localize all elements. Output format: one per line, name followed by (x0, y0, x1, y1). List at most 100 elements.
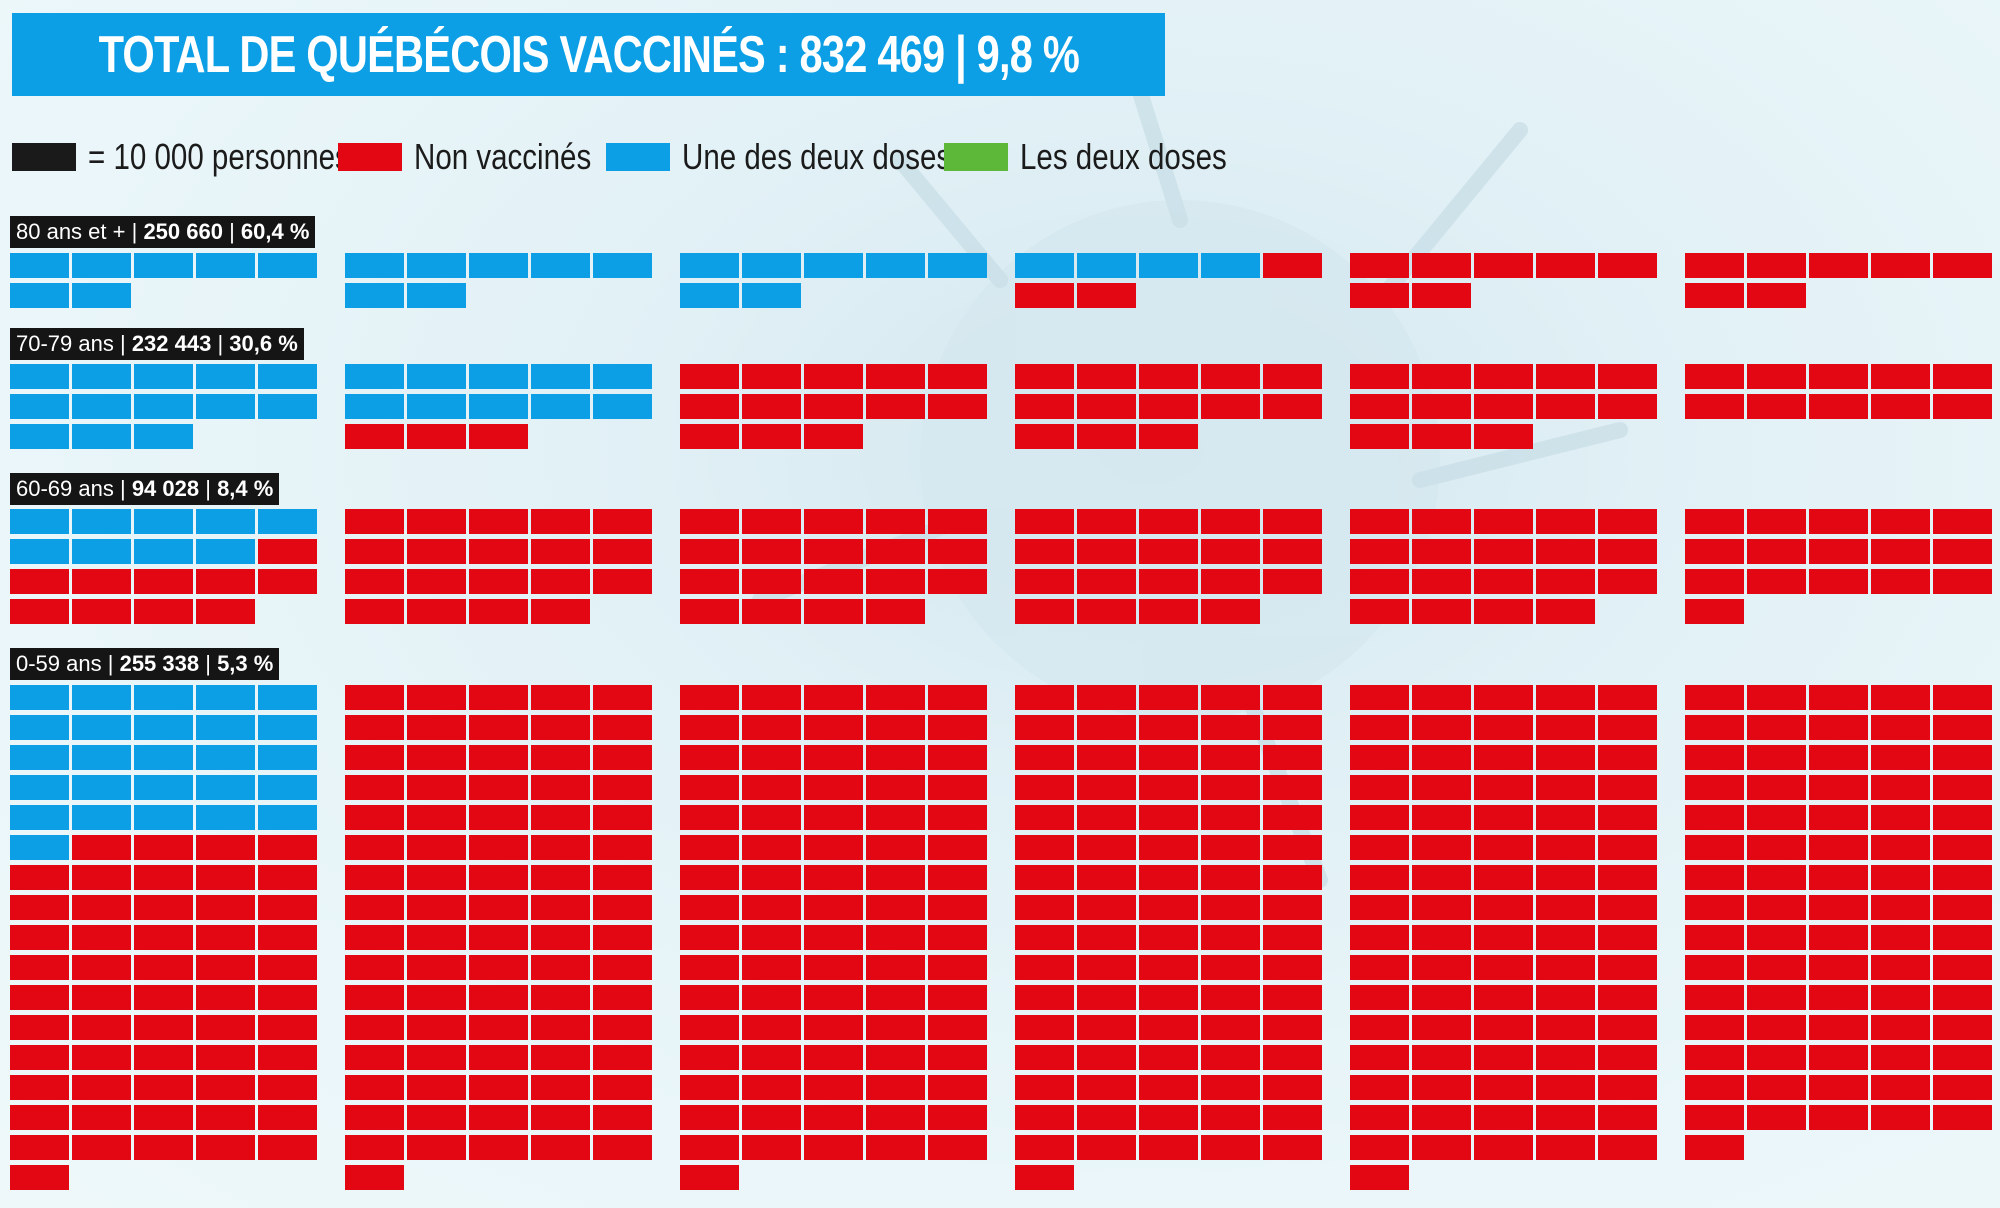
waffle-square-unvaccinated (928, 569, 987, 594)
waffle-square-unvaccinated (531, 865, 590, 890)
waffle-square-one-dose (10, 685, 69, 710)
waffle-square-unvaccinated (866, 955, 925, 980)
waffle-square-unvaccinated (407, 539, 466, 564)
waffle-square-unvaccinated (1201, 364, 1260, 389)
waffle-square-unvaccinated (593, 685, 652, 710)
waffle-square-unvaccinated (1350, 364, 1409, 389)
waffle-square-unvaccinated (1077, 1015, 1136, 1040)
waffle-square-unvaccinated (1536, 685, 1595, 710)
waffle-square-unvaccinated (1536, 985, 1595, 1010)
waffle-square-unvaccinated (72, 925, 131, 950)
waffle-square-unvaccinated (804, 539, 863, 564)
waffle-square-unvaccinated (1474, 985, 1533, 1010)
waffle-square-unvaccinated (72, 835, 131, 860)
waffle-square-unvaccinated (1933, 1045, 1992, 1070)
group-label-60-69: 60-69 ans | 94 028 | 8,4 % (10, 473, 280, 505)
waffle-square-unvaccinated (1747, 1045, 1806, 1070)
waffle-square-one-dose (196, 539, 255, 564)
waffle-square-unvaccinated (1871, 925, 1930, 950)
waffle-square-unvaccinated (1015, 865, 1074, 890)
waffle-square-unvaccinated (1412, 775, 1471, 800)
waffle-square-unvaccinated (1015, 805, 1074, 830)
waffle-square-unvaccinated (1536, 1045, 1595, 1070)
waffle-square-unvaccinated (804, 925, 863, 950)
waffle-square-unvaccinated (804, 835, 863, 860)
waffle-square-unvaccinated (1263, 394, 1322, 419)
waffle-square-unvaccinated (1350, 985, 1409, 1010)
waffle-square-unvaccinated (1598, 394, 1657, 419)
legend-item-unvaccinated: Non vaccinés (338, 133, 630, 181)
waffle-square-unvaccinated (1263, 895, 1322, 920)
waffle-square-unvaccinated (1015, 394, 1074, 419)
waffle-square-one-dose (742, 253, 801, 278)
waffle-square-unvaccinated (258, 835, 317, 860)
waffle-square-unvaccinated (1933, 1075, 1992, 1100)
waffle-square-unvaccinated (1685, 599, 1744, 624)
waffle-square-unvaccinated (928, 394, 987, 419)
waffle-square-unvaccinated (866, 805, 925, 830)
waffle-square-unvaccinated (1536, 539, 1595, 564)
waffle-square-unvaccinated (1933, 955, 1992, 980)
waffle-square-unvaccinated (1747, 715, 1806, 740)
waffle-square-one-dose (134, 775, 193, 800)
waffle-square-unvaccinated (1598, 955, 1657, 980)
waffle-square-unvaccinated (680, 1015, 739, 1040)
waffle-square-unvaccinated (1747, 509, 1806, 534)
waffle-square-unvaccinated (742, 685, 801, 710)
waffle-square-unvaccinated (1598, 985, 1657, 1010)
waffle-square-unvaccinated (1933, 715, 1992, 740)
waffle-square-unvaccinated (928, 925, 987, 950)
waffle-square-unvaccinated (1536, 925, 1595, 950)
waffle-square-unvaccinated (1015, 599, 1074, 624)
waffle-square-unvaccinated (407, 509, 466, 534)
waffle-square-unvaccinated (531, 1135, 590, 1160)
waffle-square-unvaccinated (1933, 253, 1992, 278)
waffle-square-unvaccinated (1536, 1135, 1595, 1160)
waffle-square-unvaccinated (1412, 424, 1471, 449)
waffle-square-unvaccinated (593, 569, 652, 594)
waffle-square-unvaccinated (1412, 1015, 1471, 1040)
waffle-square-unvaccinated (593, 539, 652, 564)
waffle-square-unvaccinated (1201, 805, 1260, 830)
waffle-square-unvaccinated (1933, 394, 1992, 419)
waffle-square-unvaccinated (1201, 599, 1260, 624)
waffle-square-unvaccinated (134, 1075, 193, 1100)
waffle-square-unvaccinated (680, 599, 739, 624)
waffle-square-unvaccinated (1350, 424, 1409, 449)
waffle-square-unvaccinated (804, 1015, 863, 1040)
waffle-square-unvaccinated (593, 1135, 652, 1160)
waffle-square-unvaccinated (1536, 895, 1595, 920)
waffle-square-one-dose (72, 253, 131, 278)
waffle-square-unvaccinated (345, 775, 404, 800)
waffle-square-unvaccinated (1809, 685, 1868, 710)
waffle-square-unvaccinated (1809, 1015, 1868, 1040)
waffle-square-unvaccinated (1871, 715, 1930, 740)
waffle-square-unvaccinated (866, 745, 925, 770)
waffle-square-unvaccinated (1077, 283, 1136, 308)
waffle-square-unvaccinated (345, 509, 404, 534)
waffle-square-one-dose (928, 253, 987, 278)
waffle-square-unvaccinated (680, 1135, 739, 1160)
waffle-square-unvaccinated (1685, 895, 1744, 920)
waffle-square-unvaccinated (1871, 955, 1930, 980)
waffle-square-unvaccinated (345, 569, 404, 594)
waffle-square-unvaccinated (680, 835, 739, 860)
waffle-square-unvaccinated (345, 985, 404, 1010)
waffle-square-unvaccinated (742, 509, 801, 534)
waffle-square-unvaccinated (1201, 1075, 1260, 1100)
waffle-square-unvaccinated (1077, 364, 1136, 389)
waffle-square-unvaccinated (1350, 1045, 1409, 1070)
waffle-square-unvaccinated (1598, 715, 1657, 740)
waffle-square-unvaccinated (469, 539, 528, 564)
waffle-square-unvaccinated (196, 1105, 255, 1130)
waffle-square-unvaccinated (1747, 895, 1806, 920)
waffle-square-unvaccinated (742, 1135, 801, 1160)
waffle-square-unvaccinated (1412, 715, 1471, 740)
waffle-square-unvaccinated (742, 985, 801, 1010)
waffle-square-unvaccinated (1536, 1105, 1595, 1130)
waffle-square-unvaccinated (1015, 985, 1074, 1010)
waffle-square-unvaccinated (804, 685, 863, 710)
waffle-square-unvaccinated (680, 685, 739, 710)
waffle-square-unvaccinated (1871, 895, 1930, 920)
